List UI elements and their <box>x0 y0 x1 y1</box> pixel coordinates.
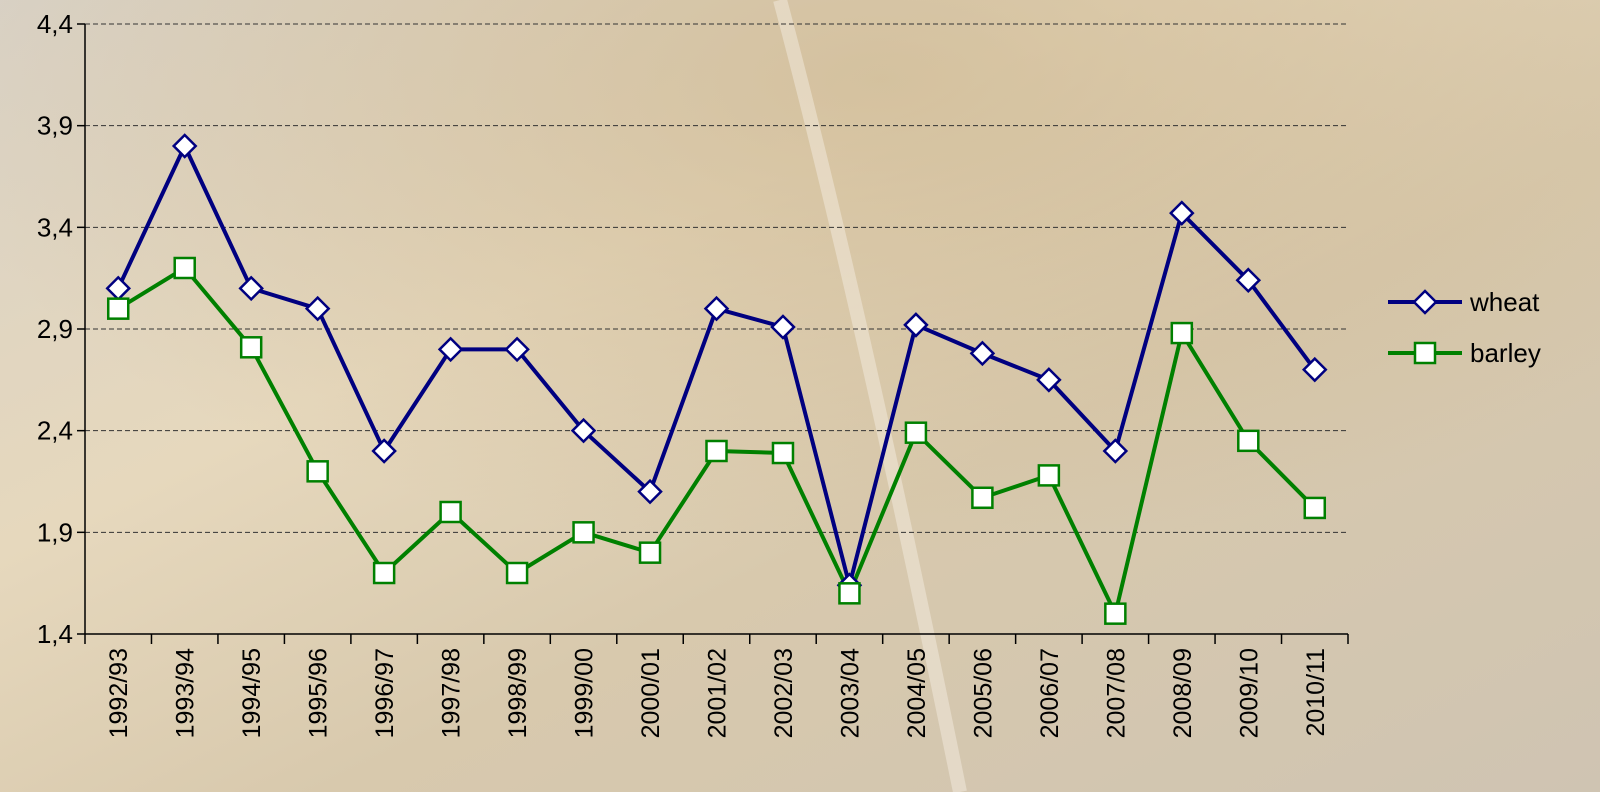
y-tick-label: 1,4 <box>37 619 73 649</box>
data-point <box>771 441 795 465</box>
data-point <box>1170 321 1194 345</box>
data-point <box>239 336 263 359</box>
y-tick-label: 3,4 <box>37 212 73 242</box>
x-tick-label: 1992/93 <box>105 648 133 738</box>
x-tick-label: 2000/01 <box>637 648 665 738</box>
legend-label: wheat <box>1469 287 1540 317</box>
x-tick-label: 1993/94 <box>172 648 200 738</box>
data-point <box>504 336 530 363</box>
y-tick-label: 4,4 <box>37 9 73 39</box>
x-tick-label: 1996/97 <box>371 648 399 738</box>
data-point <box>1237 429 1260 453</box>
data-point <box>971 486 994 510</box>
data-point <box>1104 602 1127 625</box>
y-tick-label: 3,9 <box>37 111 73 141</box>
data-point <box>238 275 264 302</box>
data-point <box>1169 200 1195 226</box>
data-point <box>171 133 198 159</box>
data-point <box>969 340 996 367</box>
data-point <box>505 561 529 585</box>
data-point <box>838 582 861 605</box>
data-point <box>1235 267 1262 293</box>
data-point <box>1303 496 1327 520</box>
background-stalk <box>773 0 967 792</box>
legend-marker <box>1413 341 1437 365</box>
data-point <box>1301 356 1328 383</box>
data-point <box>372 561 396 585</box>
x-tick-label: 2002/03 <box>770 648 798 738</box>
x-tick-label: 2008/09 <box>1169 648 1197 738</box>
legend-label: barley <box>1470 338 1541 368</box>
data-point <box>439 500 462 524</box>
data-point <box>903 312 929 338</box>
data-point <box>570 417 597 444</box>
x-tick-label: 1995/96 <box>305 648 333 738</box>
y-tick-label: 2,4 <box>37 416 73 446</box>
data-point <box>705 439 728 463</box>
legend-marker <box>1412 289 1438 315</box>
data-point <box>1037 464 1061 487</box>
y-tick-label: 2,9 <box>37 314 73 344</box>
y-tick-label: 1,9 <box>37 517 73 547</box>
data-point <box>703 295 730 322</box>
data-point <box>904 421 928 444</box>
x-tick-label: 1999/00 <box>571 648 599 738</box>
data-point <box>637 478 663 505</box>
x-tick-label: 2010/11 <box>1302 648 1330 737</box>
data-point <box>572 521 595 544</box>
x-tick-label: 2001/02 <box>704 648 732 738</box>
data-point <box>106 297 130 320</box>
data-point <box>1102 438 1129 464</box>
x-tick-label: 2003/04 <box>836 648 864 738</box>
data-point <box>1036 367 1062 393</box>
data-point <box>306 460 329 483</box>
x-tick-label: 1994/95 <box>238 648 266 738</box>
data-point <box>304 295 331 322</box>
data-point <box>371 438 397 464</box>
x-tick-label: 1997/98 <box>438 648 466 738</box>
x-tick-label: 2006/07 <box>1036 648 1064 738</box>
data-point <box>770 314 796 340</box>
x-tick-label: 2005/06 <box>969 648 997 738</box>
x-tick-label: 2004/05 <box>903 648 931 738</box>
x-tick-label: 2009/10 <box>1235 648 1263 738</box>
data-point <box>173 256 196 280</box>
data-point <box>638 541 662 564</box>
x-tick-label: 1998/99 <box>504 648 532 738</box>
data-point <box>437 336 464 363</box>
x-tick-label: 2007/08 <box>1102 648 1130 738</box>
